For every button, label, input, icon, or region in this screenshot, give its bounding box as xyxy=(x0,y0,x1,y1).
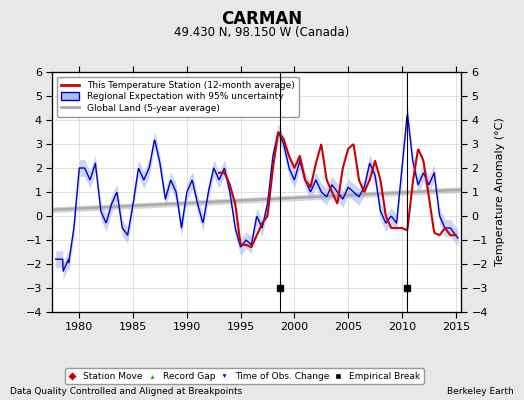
Y-axis label: Temperature Anomaly (°C): Temperature Anomaly (°C) xyxy=(495,118,505,266)
Text: CARMAN: CARMAN xyxy=(222,10,302,28)
Text: Berkeley Earth: Berkeley Earth xyxy=(447,387,514,396)
Text: Data Quality Controlled and Aligned at Breakpoints: Data Quality Controlled and Aligned at B… xyxy=(10,387,243,396)
Legend: Station Move, Record Gap, Time of Obs. Change, Empirical Break: Station Move, Record Gap, Time of Obs. C… xyxy=(65,368,424,384)
Text: 49.430 N, 98.150 W (Canada): 49.430 N, 98.150 W (Canada) xyxy=(174,26,350,39)
